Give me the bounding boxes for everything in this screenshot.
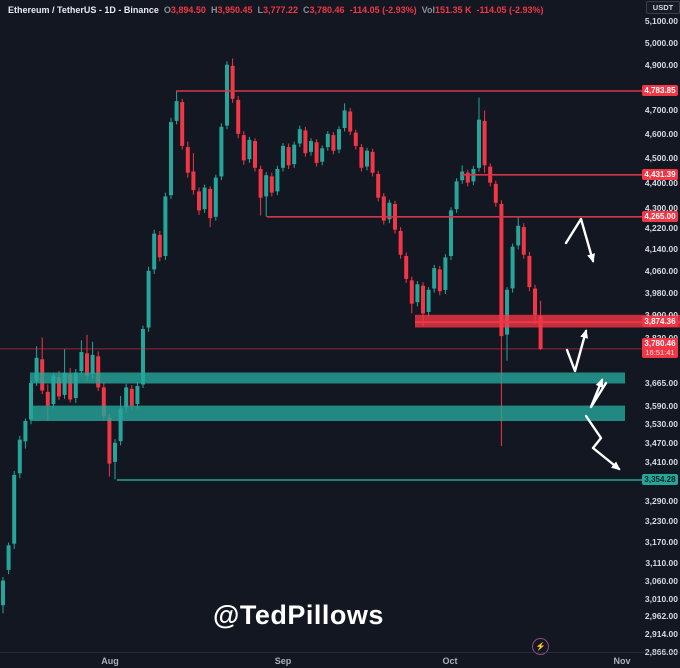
month-label: Oct	[442, 656, 458, 666]
change-stat: -114.05 (-2.93%)	[349, 5, 417, 15]
alert-price-label: 3,780.46 16:51:41	[642, 337, 678, 358]
symbol-header: Ethereum / TetherUS - 1D - Binance O3,89…	[8, 5, 544, 16]
month-label: Nov	[613, 656, 631, 666]
price-tick: 3,290.00	[644, 496, 678, 507]
price-tick: 3,060.00	[644, 575, 678, 586]
price-tick: 4,900.00	[644, 59, 678, 70]
volume-change-stat: -114.05 (-2.93%)	[476, 5, 544, 15]
open-stat: O3,894.50	[163, 5, 206, 15]
boost-icon[interactable]: ⚡	[532, 638, 549, 655]
price-tick: 3,665.00	[644, 377, 678, 388]
price-tick: 3,010.00	[644, 593, 678, 604]
price-tick: 4,700.00	[644, 105, 678, 116]
price-tick: 3,590.00	[644, 400, 678, 411]
candles	[1, 58, 543, 614]
price-tick: 5,100.00	[644, 15, 678, 26]
price-tick: 4,220.00	[644, 223, 678, 234]
price-tick: 3,530.00	[644, 419, 678, 430]
alert-price-label: 4,431.39	[642, 168, 678, 180]
support-price-label: 3,354.28	[642, 474, 678, 485]
alert-price-label: 4,783.85	[642, 85, 678, 96]
price-tick: 4,060.00	[644, 265, 678, 276]
price-tick: 3,980.00	[644, 287, 678, 298]
price-tick: 3,900.00	[644, 309, 678, 320]
price-tick: 3,410.00	[644, 457, 678, 467]
price-tick: 3,230.00	[644, 516, 678, 527]
high-stat: H3,950.45	[210, 5, 253, 15]
quote-currency-badge[interactable]: USDT	[646, 1, 680, 14]
scenario-arrows	[564, 217, 621, 471]
price-tick: 3,170.00	[644, 536, 678, 547]
level-lines	[117, 90, 643, 481]
price-tick: 3,470.00	[644, 437, 678, 448]
watermark-handle: @TedPillows	[213, 600, 384, 630]
alert-price-label: 4,265.00	[642, 210, 678, 222]
price-tick: 3,110.00	[645, 557, 678, 568]
price-tick: 4,500.00	[644, 153, 678, 163]
price-tick: 2,914.00	[644, 629, 678, 640]
close-stat: C3,780.46	[303, 5, 345, 15]
price-tick: 3,820.00	[640, 333, 678, 343]
price-tick: 4,600.00	[644, 128, 678, 139]
price-axis[interactable]: 5,100.00 5,000.00 4,900.00 4,700.00 4,600.00…	[640, 0, 680, 657]
time-axis[interactable]: Aug Sep Oct Nov	[0, 652, 680, 668]
low-stat: L3,777.22	[257, 5, 299, 15]
zones	[30, 314, 680, 421]
price-tick: 4,140.00	[644, 244, 678, 255]
price-tick: 4,400.00	[644, 177, 678, 188]
volume-stat: Vol151.35 K	[421, 5, 472, 15]
price-tick: 5,000.00	[644, 37, 678, 48]
month-label: Sep	[274, 656, 292, 666]
price-tick: 4,300.00	[644, 202, 678, 213]
month-label: Aug	[101, 656, 119, 666]
alert-price-label: 3,874.36	[642, 316, 678, 328]
symbol-title: Ethereum / TetherUS - 1D - Binance	[8, 5, 159, 15]
price-tick: 2,962.00	[644, 611, 678, 622]
